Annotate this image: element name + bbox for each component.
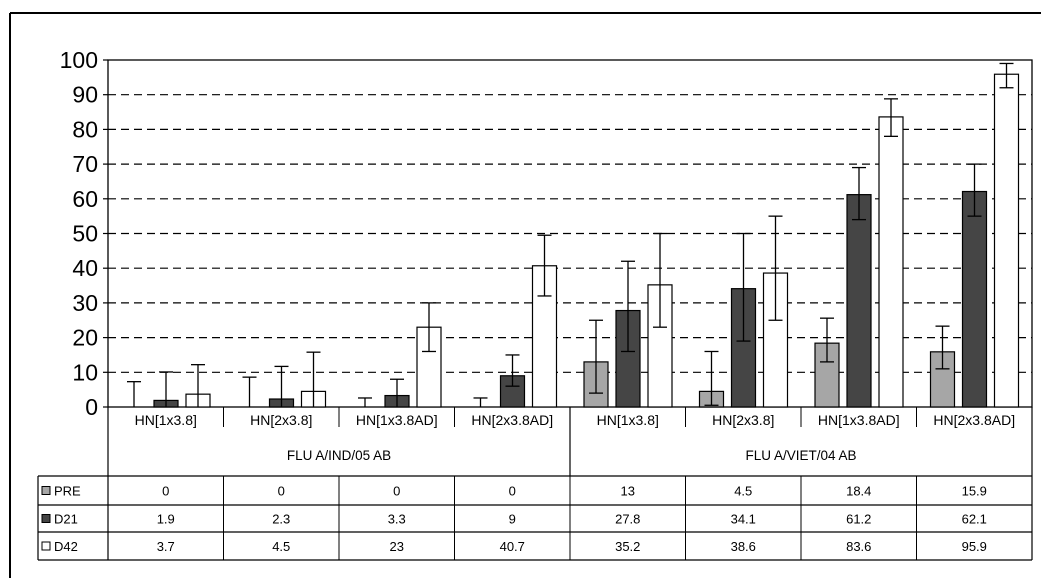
table-cell: 95.9 bbox=[962, 539, 987, 554]
group-label: FLU A/VIET/04 AB bbox=[745, 448, 856, 463]
y-tick-label: 70 bbox=[72, 151, 98, 177]
y-tick-label: 40 bbox=[72, 255, 98, 281]
y-tick-label: 10 bbox=[72, 359, 98, 385]
bar-d21 bbox=[846, 194, 872, 408]
table-cell: 0 bbox=[278, 484, 285, 499]
category-label: HN[1x3.8] bbox=[135, 412, 197, 428]
group-label: FLU A/IND/05 AB bbox=[287, 448, 391, 463]
data-table: HN[1x3.8] HN[2x3.8] HN[1x3.8AD] HN[2x3.8AD]… bbox=[37, 407, 1033, 561]
table-cell: 83.6 bbox=[846, 539, 871, 554]
category-label: HN[2x3.8AD] bbox=[933, 412, 1015, 428]
table-cell: 18.4 bbox=[846, 484, 871, 499]
category-label: HN[1x3.8AD] bbox=[818, 412, 900, 428]
table-cell: 3.7 bbox=[157, 539, 175, 554]
bar-d42 bbox=[993, 73, 1020, 408]
table-cell: 61.2 bbox=[846, 512, 871, 527]
table-cell: 62.1 bbox=[962, 512, 987, 527]
table-cell: 1.9 bbox=[157, 512, 175, 527]
table-cell: 23 bbox=[390, 539, 404, 554]
y-tick-label: 50 bbox=[72, 221, 98, 247]
legend-swatch-d21 bbox=[41, 514, 51, 523]
y-tick-label: 90 bbox=[72, 82, 98, 108]
category-label: HN[1x3.8] bbox=[597, 412, 659, 428]
bar-d21 bbox=[961, 190, 988, 408]
bar-d42 bbox=[878, 116, 904, 408]
table-cell: 9 bbox=[509, 512, 516, 527]
category-label: HN[2x3.8AD] bbox=[471, 412, 553, 428]
y-tick-label: 0 bbox=[85, 394, 98, 420]
table-cell: 0 bbox=[162, 484, 169, 499]
legend-label: D21 bbox=[54, 512, 78, 527]
table-cell: 2.3 bbox=[272, 512, 290, 527]
category-label: HN[1x3.8AD] bbox=[356, 412, 438, 428]
legend-swatch-d42 bbox=[41, 541, 51, 551]
y-tick-label: 100 bbox=[60, 47, 98, 73]
table-cell: 34.1 bbox=[731, 512, 756, 527]
table-cell: 27.8 bbox=[615, 512, 640, 527]
y-tick-label: 20 bbox=[72, 325, 98, 351]
error-bars bbox=[127, 62, 1014, 407]
category-label: HN[2x3.8] bbox=[712, 412, 774, 428]
legend-label: PRE bbox=[54, 484, 81, 499]
table-cell: 4.5 bbox=[734, 484, 752, 499]
table-cell: 38.6 bbox=[731, 539, 756, 554]
table-cell: 13 bbox=[621, 484, 635, 499]
table-cell: 15.9 bbox=[962, 484, 987, 499]
table-cell: 0 bbox=[393, 484, 400, 499]
legend-label: D42 bbox=[54, 539, 78, 554]
legend-swatch-pre bbox=[41, 486, 51, 495]
y-tick-label: 60 bbox=[72, 186, 98, 212]
y-tick-label: 80 bbox=[72, 116, 98, 142]
category-label: HN[2x3.8] bbox=[250, 412, 312, 428]
table-cell: 0 bbox=[509, 484, 516, 499]
bar-pre bbox=[583, 361, 609, 408]
table-cell: 4.5 bbox=[272, 539, 290, 554]
y-axis: 0 10 20 30 40 50 60 70 80 90 100 bbox=[60, 47, 108, 420]
table-cell: 3.3 bbox=[388, 512, 406, 527]
table-cell: 40.7 bbox=[500, 539, 525, 554]
table-cell: 35.2 bbox=[615, 539, 640, 554]
bar-d21 bbox=[615, 309, 641, 408]
gridlines bbox=[108, 94, 1032, 373]
bars bbox=[153, 73, 1020, 408]
y-tick-label: 30 bbox=[72, 290, 98, 316]
